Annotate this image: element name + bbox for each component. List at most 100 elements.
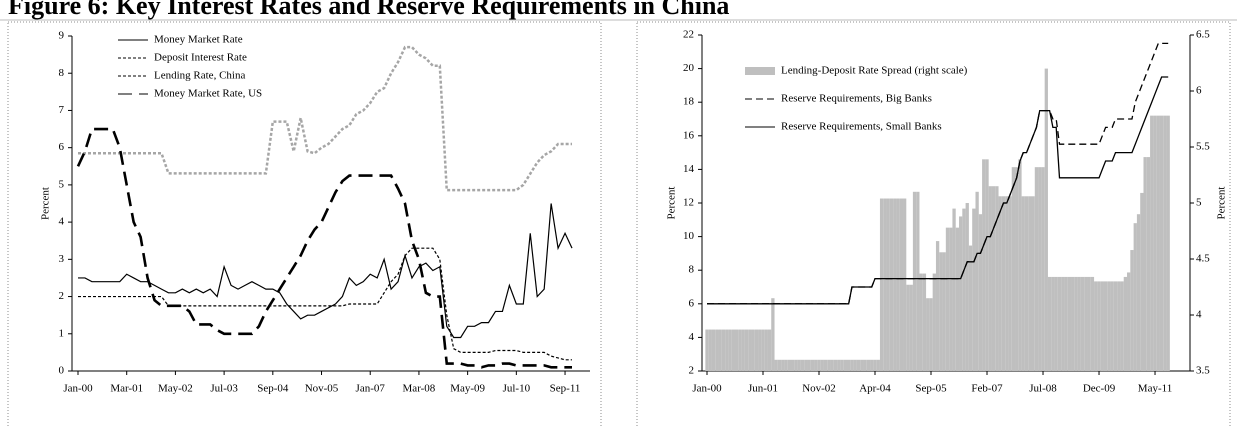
bar (988, 186, 992, 371)
bar (761, 329, 765, 371)
y-tick-label: 16 (683, 129, 695, 141)
y-tick-label: 6 (59, 141, 65, 153)
bar (1041, 167, 1045, 371)
legend-label: Reserve Requirements, Small Banks (781, 121, 942, 133)
bar (764, 329, 768, 371)
legend-label: Deposit Interest Rate (154, 52, 247, 64)
bar (962, 208, 966, 371)
bar (758, 329, 762, 371)
legend-label: Lending Rate, China (154, 70, 245, 82)
x-tick-label: Jan-07 (356, 383, 386, 395)
bar (949, 227, 953, 371)
bar (804, 359, 808, 371)
bar (1113, 281, 1118, 371)
bar (718, 329, 722, 371)
bar (1146, 157, 1151, 371)
bar (1150, 115, 1154, 371)
bar (1018, 159, 1022, 371)
bar (995, 186, 999, 371)
bar (807, 359, 811, 371)
bar (794, 359, 798, 371)
y2-tick-label: 4.5 (1196, 253, 1210, 265)
bar (843, 359, 848, 371)
bar (797, 359, 801, 371)
figure-title: Figure 6: Key Interest Rates and Reserve… (8, 0, 729, 20)
y-tick-label: 18 (683, 96, 695, 108)
legend-label: Money Market Rate (154, 34, 243, 46)
bar (972, 208, 976, 371)
bar (728, 329, 732, 371)
bar (1140, 192, 1144, 371)
y-tick-label: 8 (59, 67, 65, 79)
bar (909, 284, 913, 371)
x-tick-label: Mar-08 (403, 383, 436, 395)
bar (1057, 276, 1062, 371)
bar (899, 198, 904, 371)
bar (1097, 281, 1101, 371)
bar (1127, 272, 1131, 371)
bar (1123, 276, 1128, 371)
axis-title: Percent (1216, 187, 1228, 220)
bar (1024, 196, 1029, 371)
bar (741, 329, 745, 371)
bar (751, 329, 755, 371)
bar (860, 359, 864, 371)
x-tick-label: Jan-00 (692, 383, 722, 395)
y-tick-label: 4 (59, 216, 65, 228)
bar (856, 359, 861, 371)
bar (886, 198, 890, 371)
bar (876, 359, 880, 371)
bar (781, 359, 785, 371)
bar (952, 208, 956, 371)
y-tick-label: 22 (683, 29, 694, 41)
x-tick-label: Mar-01 (110, 383, 143, 395)
bar (823, 359, 828, 371)
bar (932, 273, 936, 371)
y2-tick-label: 5.5 (1196, 141, 1210, 153)
y-tick-label: 3 (59, 253, 65, 265)
y-tick-label: 9 (59, 30, 65, 42)
bar (711, 329, 716, 371)
bar (1166, 115, 1170, 371)
panel-frame (7, 21, 602, 427)
legend-swatch (745, 67, 775, 75)
bar (1130, 250, 1134, 371)
bar (715, 329, 719, 371)
y-tick-label: 5 (59, 178, 65, 190)
bar (1054, 276, 1058, 371)
bar (735, 329, 739, 371)
legend-label: Lending-Deposit Rate Spread (right scale… (781, 65, 968, 77)
bar (1100, 281, 1104, 371)
bar (1061, 276, 1065, 371)
bar (1084, 276, 1088, 371)
x-tick-label: Jul-10 (503, 383, 531, 395)
bar (912, 191, 917, 371)
bar (1156, 115, 1160, 371)
bar (919, 273, 923, 371)
bar (791, 359, 795, 371)
x-tick-label: Nov-02 (802, 383, 836, 395)
bar (942, 252, 946, 371)
bar (847, 359, 851, 371)
legend-label: Money Market Rate, US (154, 88, 262, 100)
y2-tick-label: 6.5 (1196, 29, 1210, 41)
y-tick-label: 0 (59, 365, 65, 377)
bar (1044, 68, 1048, 371)
bar (906, 284, 910, 371)
bar (810, 359, 815, 371)
bar (866, 359, 871, 371)
bar (853, 359, 857, 371)
y-tick-label: 6 (689, 297, 695, 309)
bar (1074, 276, 1078, 371)
bar (1051, 276, 1055, 371)
bar (985, 159, 989, 371)
bar (705, 329, 709, 371)
bar (1110, 281, 1114, 371)
y-tick-label: 20 (683, 62, 695, 74)
bar (893, 198, 897, 371)
x-tick-label: Jun-01 (748, 383, 778, 395)
y-tick-label: 7 (59, 104, 65, 116)
bar (1005, 196, 1009, 371)
bar (959, 216, 963, 371)
bar (820, 359, 824, 371)
